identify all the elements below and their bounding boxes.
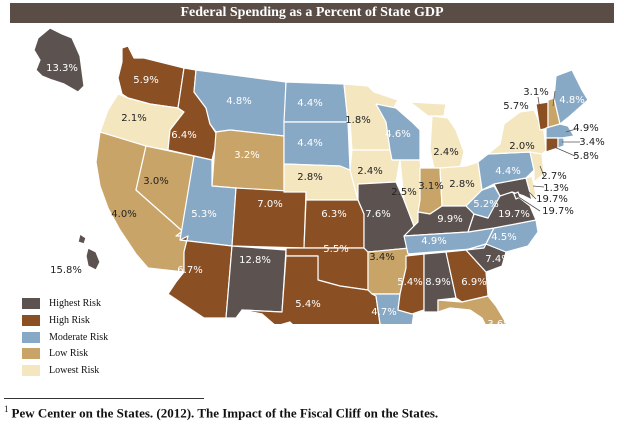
state-label-or: 2.1% (121, 113, 146, 124)
legend-swatch (22, 348, 40, 360)
state-label-tn: 4.9% (421, 236, 446, 247)
state-label-ri: 3.4% (579, 137, 604, 148)
state-label-ca: 4.0% (111, 209, 136, 220)
state-wy (211, 129, 285, 193)
state-co (231, 187, 307, 249)
state-label-az: 6.7% (177, 265, 202, 276)
state-label-nd: 4.4% (297, 98, 322, 109)
legend-swatch (22, 314, 40, 326)
state-label-wa: 5.9% (133, 75, 158, 86)
state-label-oh: 2.8% (449, 179, 474, 190)
us-states-map: 13.3% 15.8% 5.9% 2.1% 4.0% 3.0% 6.4% 4.8% 3.2% 5.… (33, 27, 605, 324)
state-mi (409, 101, 465, 169)
state-label-va: 19.7% (498, 209, 530, 220)
footnote-marker: 1 (4, 404, 9, 414)
state-label-wv: 5.2% (473, 199, 498, 210)
legend-label: High Risk (49, 314, 90, 326)
state-label-mt: 4.8% (226, 96, 251, 107)
state-ks (303, 199, 365, 249)
state-label-wi: 4.6% (385, 129, 410, 140)
state-label-fl: 3.6% (487, 319, 512, 324)
state-label-ut: 5.3% (191, 209, 216, 220)
state-label-tx: 5.4% (295, 299, 320, 310)
legend-swatch (22, 365, 40, 377)
state-label-ia: 2.4% (357, 166, 382, 177)
state-label-ok: 5.5% (323, 244, 348, 255)
state-label-hi: 15.8% (50, 265, 82, 276)
leader-dc (516, 195, 541, 212)
state-label-nh: 3.1% (523, 87, 548, 98)
legend-label: Moderate Risk (49, 331, 109, 343)
state-label-al: 8.9% (425, 277, 450, 288)
legend-item-low: Low Risk (22, 346, 108, 361)
state-label-nj: 2.7% (541, 171, 566, 182)
state-label-sd: 4.4% (297, 138, 322, 149)
state-label-ma: 4.9% (573, 123, 598, 134)
state-tx (241, 255, 381, 324)
footnote-text: Pew Center on the States. (2012). The Im… (11, 405, 439, 421)
state-label-ny: 2.0% (509, 141, 534, 152)
state-label-ms: 5.4% (397, 277, 422, 288)
callout-leader-lines (516, 90, 580, 212)
labels-layer: 13.3% 15.8% 5.9% 2.1% 4.0% 3.0% 6.4% 4.8% 3.2% 5.… (46, 63, 605, 324)
state-label-dc: 19.7% (542, 206, 574, 217)
legend-swatch (22, 298, 40, 309)
legend-label: Highest Risk (49, 298, 101, 309)
state-label-la: 4.7% (371, 307, 396, 318)
state-ct (545, 137, 559, 153)
state-label-wy: 3.2% (234, 150, 259, 161)
state-label-nv: 3.0% (143, 176, 168, 187)
state-label-mi: 2.4% (433, 147, 458, 158)
leader-vt (537, 96, 541, 111)
leader-nh (552, 90, 556, 107)
state-label-in: 3.1% (418, 181, 443, 192)
state-label-ct: 5.8% (573, 151, 598, 162)
legend: Highest Risk High Risk Moderate Risk Low Ri… (22, 296, 108, 380)
state-hi (77, 233, 101, 271)
leader-ma (565, 128, 577, 133)
state-label-ks: 6.3% (321, 209, 346, 220)
state-label-ar: 3.4% (369, 252, 394, 263)
legend-label: Low Risk (49, 348, 89, 360)
state-label-de: 1.3% (543, 183, 568, 194)
legend-swatch (22, 331, 40, 343)
state-ak (33, 27, 85, 93)
state-label-ga: 6.9% (461, 277, 486, 288)
state-label-id: 6.4% (171, 130, 196, 141)
states-layer (33, 27, 589, 324)
legend-item-highest: Highest Risk (22, 296, 108, 311)
leader-de (532, 185, 545, 188)
legend-item-moderate: Moderate Risk (22, 330, 108, 345)
leader-nj (539, 165, 545, 177)
state-label-sc: 7.4% (485, 254, 510, 265)
legend-item-lowest: Lowest Risk (22, 363, 108, 378)
state-label-md: 19.7% (536, 194, 568, 205)
state-fl (437, 295, 508, 324)
leader-ct (551, 145, 576, 157)
state-label-il: 2.5% (391, 187, 416, 198)
state-label-vt: 5.7% (503, 101, 528, 112)
footnote: 1 Pew Center on the States. (2012). The I… (4, 404, 438, 421)
state-me (553, 69, 589, 125)
legend-label: Lowest Risk (49, 365, 100, 377)
leader-md (524, 187, 537, 200)
legend-item-high: High Risk (22, 313, 108, 328)
state-label-ky: 9.9% (437, 214, 462, 225)
map-title: Federal Spending as a Percent of State G… (10, 3, 614, 23)
state-label-mo: 7.6% (365, 209, 390, 220)
state-label-pa: 4.4% (495, 166, 520, 177)
state-label-nm: 12.8% (239, 255, 271, 266)
state-label-mn: 1.8% (345, 115, 370, 126)
state-label-co: 7.0% (257, 199, 282, 210)
footnote-rule (4, 398, 204, 399)
state-label-ne: 2.8% (297, 172, 322, 183)
state-label-ak: 13.3% (46, 63, 78, 74)
state-label-me: 4.8% (559, 95, 584, 106)
state-ri (557, 137, 565, 149)
state-label-nc: 4.5% (491, 232, 516, 243)
